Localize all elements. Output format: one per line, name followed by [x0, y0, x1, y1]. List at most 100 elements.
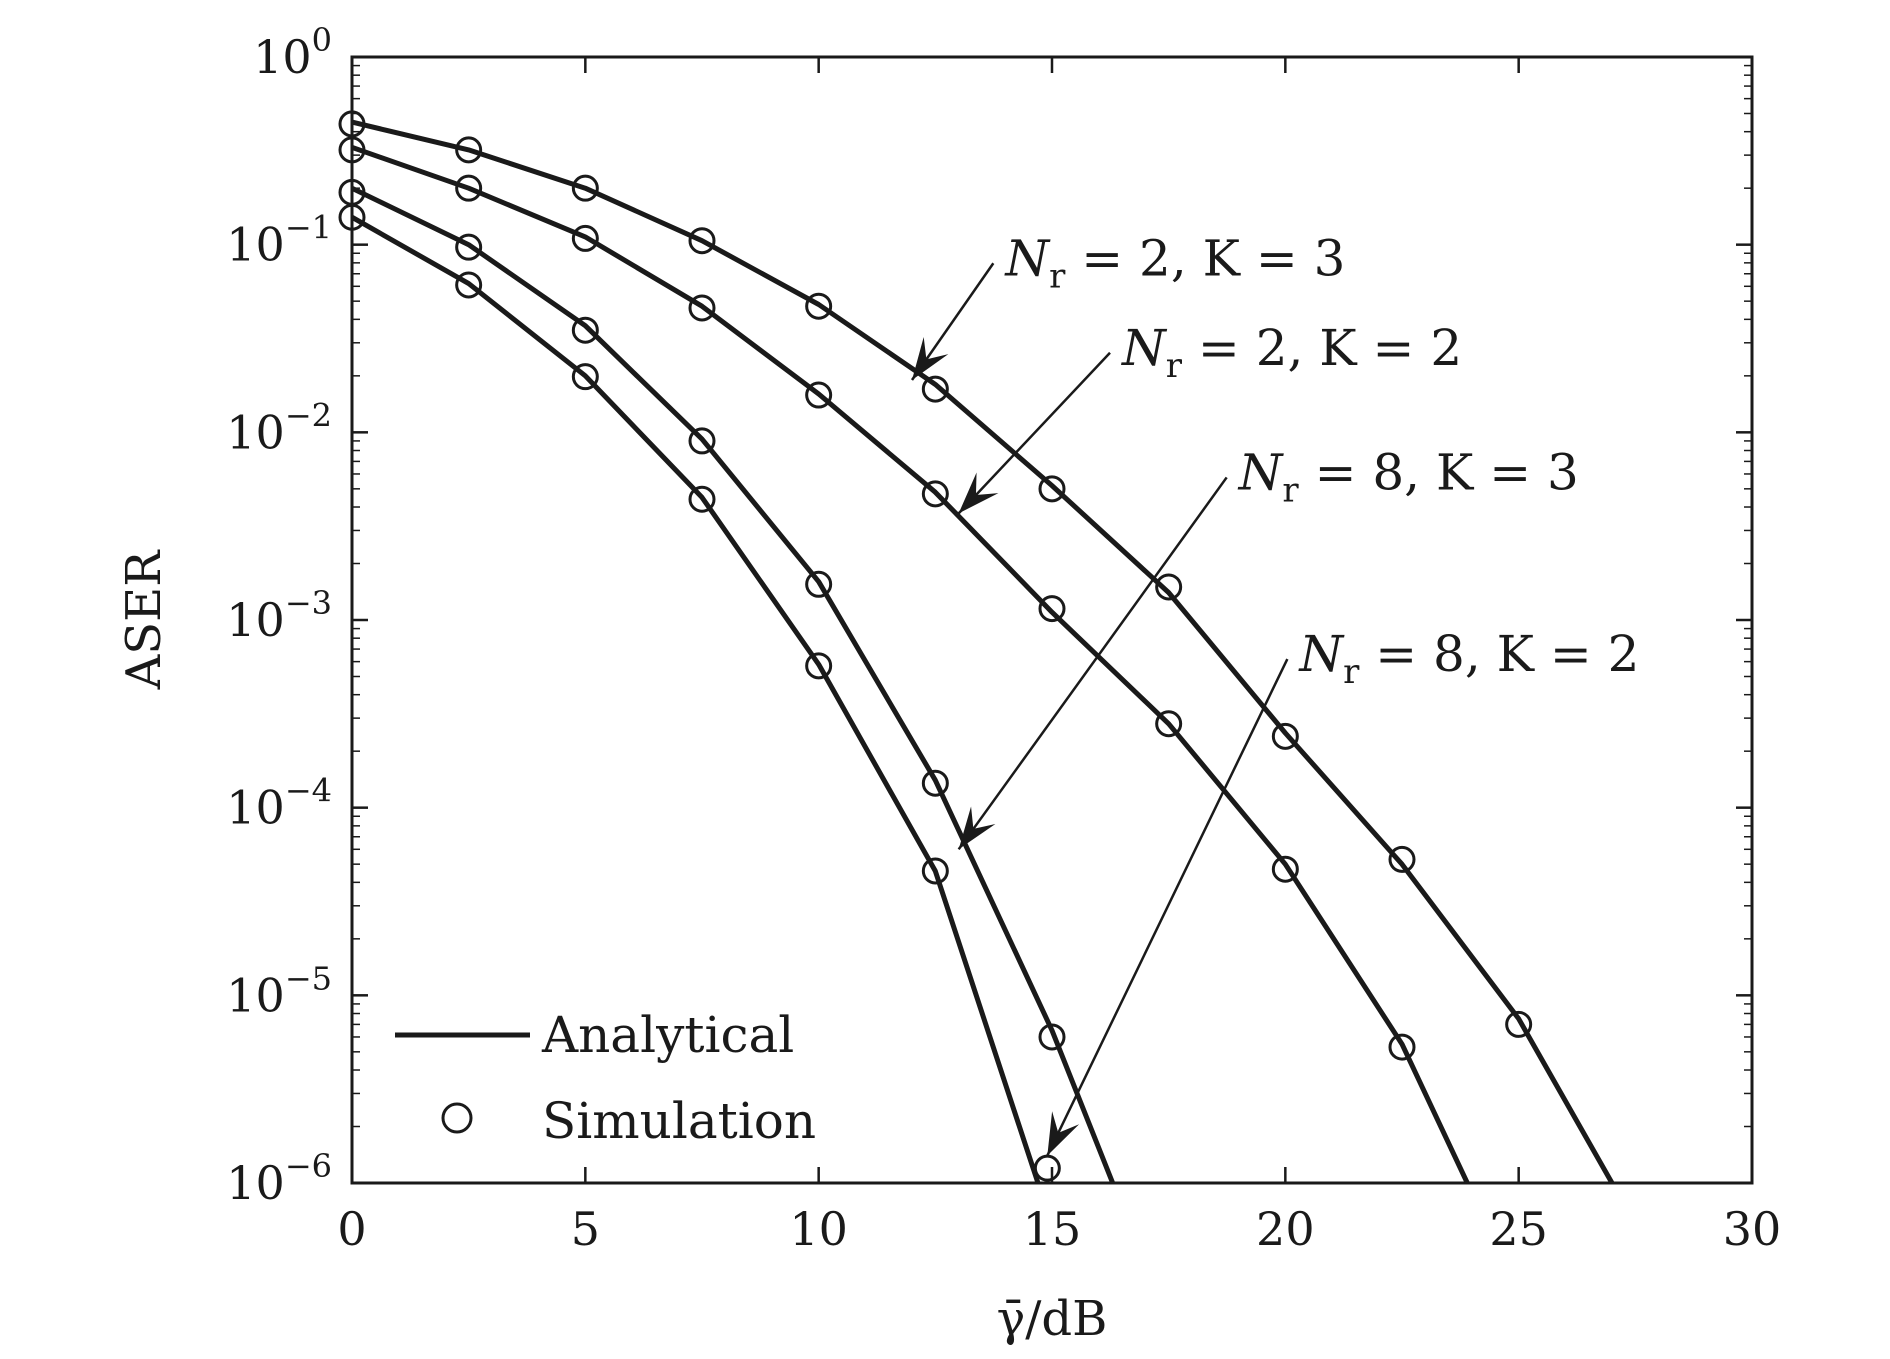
simulation-point-3-0: [338, 203, 366, 231]
simulation-point-1-5: [921, 480, 949, 508]
annotation-rest: = 2, K = 2: [1182, 319, 1462, 377]
analytical-line-2: [352, 185, 1116, 1183]
y-tick-exponent: −6: [285, 1147, 332, 1185]
simulation-point-2-2: [571, 316, 599, 344]
x-tick-label-5: 25: [1489, 1202, 1548, 1256]
annotation-arrow-line-1: [957, 351, 1111, 515]
y-tick-base: 10: [226, 593, 285, 647]
y-tick-exponent: −2: [285, 396, 332, 434]
y-tick-base: 10: [226, 405, 285, 459]
annotation-subscript: r: [1049, 256, 1066, 296]
y-tick-label-6: 10−6: [226, 1147, 332, 1210]
y-tick-label-1: 10−1: [226, 209, 332, 272]
annotation-rest: = 8, K = 3: [1299, 443, 1579, 501]
x-tick-label-6: 30: [1723, 1202, 1782, 1256]
annotation-subscript: r: [1282, 470, 1299, 510]
annotation-label-3: Nr = 8, K = 2: [1298, 625, 1639, 692]
simulation-point-0-3: [688, 227, 716, 255]
y-tick-base: 10: [226, 968, 285, 1022]
simulation-point-2-6: [1038, 1023, 1066, 1051]
annotation-subscript: r: [1343, 652, 1360, 692]
annotation-label-0: Nr = 2, K = 3: [1004, 229, 1345, 296]
simulation-point-2-1: [455, 233, 483, 261]
y-tick-label-5: 10−5: [226, 959, 332, 1022]
y-axis-label: ASER: [116, 549, 172, 691]
simulation-point-1-0: [338, 136, 366, 164]
simulation-point-1-8: [1271, 855, 1299, 883]
y-tick-base: 10: [226, 1156, 285, 1210]
simulation-point-0-0: [338, 110, 366, 138]
y-tick-exponent: −3: [285, 584, 332, 622]
y-tick-base: 10: [226, 781, 285, 835]
simulation-point-1-3: [688, 294, 716, 322]
annotation-arrowhead-2: [958, 806, 996, 850]
simulation-point-2-4: [805, 570, 833, 598]
simulation-point-3-6: [1033, 1154, 1061, 1182]
simulation-point-0-5: [921, 375, 949, 403]
annotation-label-2: Nr = 8, K = 3: [1238, 443, 1579, 510]
x-axis-label: γ̄/dB: [997, 1291, 1108, 1347]
annotation-rest: = 8, K = 2: [1359, 625, 1639, 683]
simulation-point-0-2: [571, 174, 599, 202]
annotation-arrowhead-3: [1047, 1111, 1080, 1156]
legend-label-simulation: Simulation: [542, 1092, 816, 1150]
x-tick-label-0: 0: [337, 1202, 366, 1256]
annotation-arrow-line-3: [1046, 658, 1289, 1157]
simulation-point-0-1: [455, 136, 483, 164]
x-tick-labels: 0 5 10 15 20 25 30: [337, 1202, 1781, 1256]
axis-ticks: [350, 55, 1754, 1185]
analytical-line-0: [352, 119, 1615, 1183]
simulation-point-2-5: [921, 769, 949, 797]
y-tick-exponent: −4: [285, 772, 332, 810]
annotation-symbol: N: [1121, 319, 1168, 377]
y-tick-base: 10: [226, 218, 285, 272]
curve-annotations: Nr = 2, K = 3Nr = 2, K = 2Nr = 8, K = 3N…: [910, 229, 1639, 1157]
annotation-rest: = 2, K = 3: [1065, 229, 1345, 287]
simulation-point-1-4: [805, 381, 833, 409]
simulation-point-1-9: [1388, 1033, 1416, 1061]
y-tick-label-0: 100: [253, 21, 332, 84]
simulation-point-3-1: [455, 271, 483, 299]
simulation-point-0-7: [1155, 573, 1183, 601]
y-tick-label-2: 10−2: [226, 396, 332, 459]
y-tick-label-3: 10−3: [226, 584, 332, 647]
y-tick-exponent: 0: [312, 21, 332, 59]
simulation-point-3-3: [688, 485, 716, 513]
simulation-point-1-1: [455, 174, 483, 202]
x-tick-label-3: 15: [1023, 1202, 1082, 1256]
simulation-point-0-6: [1038, 475, 1066, 503]
simulation-point-2-3: [688, 427, 716, 455]
annotation-symbol: N: [1238, 443, 1285, 501]
simulation-point-1-7: [1155, 710, 1183, 738]
x-tick-label-1: 5: [571, 1202, 600, 1256]
simulation-point-1-2: [571, 224, 599, 252]
annotation-symbol: N: [1298, 625, 1345, 683]
annotation-subscript: r: [1166, 346, 1183, 386]
y-tick-exponent: −1: [285, 209, 332, 247]
simulation-point-1-6: [1038, 595, 1066, 623]
simulation-point-0-10: [1505, 1010, 1533, 1038]
simulation-point-3-4: [805, 652, 833, 680]
analytical-lines: [352, 119, 1615, 1183]
simulation-point-0-8: [1271, 722, 1299, 750]
annotation-arrowhead-1: [958, 472, 999, 514]
simulation-point-0-9: [1388, 845, 1416, 873]
legend-label-analytical: Analytical: [541, 1006, 794, 1064]
simulation-markers: [338, 110, 1533, 1182]
legend: Analytical Simulation: [395, 1006, 816, 1150]
simulation-point-3-5: [921, 857, 949, 885]
x-tick-label-4: 20: [1256, 1202, 1315, 1256]
annotation-label-1: Nr = 2, K = 2: [1121, 319, 1462, 386]
annotation-symbol: N: [1004, 229, 1051, 287]
simulation-point-0-4: [805, 292, 833, 320]
analytical-line-3: [352, 215, 1041, 1183]
y-tick-base: 10: [253, 30, 312, 84]
y-tick-exponent: −5: [285, 959, 332, 997]
simulation-point-3-2: [571, 363, 599, 391]
y-tick-label-4: 10−4: [226, 772, 332, 835]
annotation-arrowhead-0: [912, 336, 949, 381]
x-tick-label-2: 10: [789, 1202, 848, 1256]
